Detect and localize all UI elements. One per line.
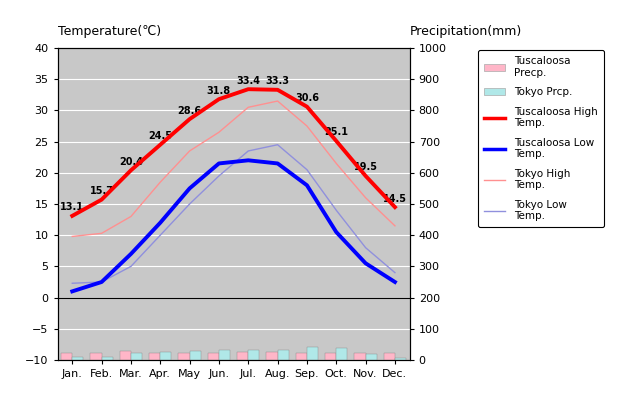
Text: 28.6: 28.6 bbox=[177, 106, 202, 116]
Bar bbox=[61, 352, 72, 360]
Bar bbox=[237, 352, 248, 360]
Text: 20.4: 20.4 bbox=[119, 157, 143, 167]
Bar bbox=[160, 352, 172, 360]
Text: 14.5: 14.5 bbox=[383, 194, 407, 204]
Legend: Tuscaloosa
Precp., Tokyo Prcp., Tuscaloosa High
Temp., Tuscaloosa Low
Temp., Tok: Tuscaloosa Precp., Tokyo Prcp., Tuscaloo… bbox=[478, 50, 604, 228]
Text: 15.7: 15.7 bbox=[90, 186, 114, 196]
Bar bbox=[120, 351, 131, 360]
Bar bbox=[248, 350, 259, 360]
Text: 24.5: 24.5 bbox=[148, 131, 172, 141]
Text: 13.1: 13.1 bbox=[60, 202, 84, 212]
Bar bbox=[278, 350, 289, 360]
Bar bbox=[384, 352, 395, 360]
Text: 33.4: 33.4 bbox=[236, 76, 260, 86]
Bar bbox=[208, 352, 219, 360]
Bar bbox=[325, 352, 336, 360]
Bar bbox=[179, 352, 189, 360]
Text: Temperature(℃): Temperature(℃) bbox=[58, 25, 161, 38]
Bar bbox=[307, 347, 318, 360]
Bar bbox=[72, 357, 83, 360]
Bar bbox=[266, 352, 278, 360]
Bar bbox=[365, 354, 377, 360]
Text: 31.8: 31.8 bbox=[207, 86, 231, 96]
Text: 25.1: 25.1 bbox=[324, 128, 348, 138]
Bar bbox=[149, 352, 160, 360]
Bar bbox=[219, 350, 230, 360]
Bar bbox=[336, 348, 348, 360]
Text: Precipitation(mm): Precipitation(mm) bbox=[410, 25, 522, 38]
Bar bbox=[395, 358, 406, 360]
Bar bbox=[189, 352, 201, 360]
Text: 19.5: 19.5 bbox=[353, 162, 378, 172]
Bar bbox=[131, 353, 142, 360]
Bar bbox=[296, 352, 307, 360]
Text: 33.3: 33.3 bbox=[266, 76, 289, 86]
Bar bbox=[102, 356, 113, 360]
Bar bbox=[90, 352, 102, 360]
Text: 30.6: 30.6 bbox=[295, 93, 319, 103]
Bar bbox=[355, 353, 365, 360]
